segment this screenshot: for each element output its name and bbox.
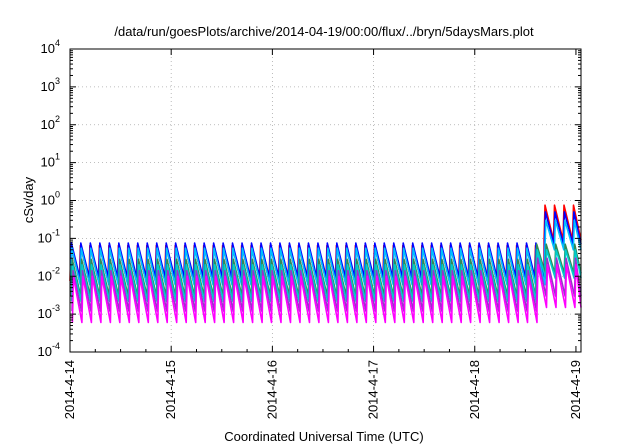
series-line <box>71 264 582 324</box>
y-tick-label: 10-3 <box>38 303 60 321</box>
y-tick-label-base: 10 <box>41 41 55 56</box>
x-tick-label: 2014-4-18 <box>467 360 482 419</box>
y-tick-label-base: 10 <box>38 268 52 283</box>
y-tick-label: 100 <box>41 190 60 208</box>
x-axis-label: Coordinated Universal Time (UTC) <box>224 429 423 444</box>
y-tick-label-exponent: 3 <box>55 76 60 86</box>
y-tick-label: 102 <box>41 114 60 132</box>
x-tick-label: 2014-4-14 <box>62 360 77 419</box>
y-tick-label-exponent: 1 <box>55 152 60 162</box>
y-tick-label-base: 10 <box>41 117 55 132</box>
y-tick-label-base: 10 <box>38 306 52 321</box>
y-tick-label-exponent: -2 <box>52 265 60 275</box>
x-tick-label: 2014-4-16 <box>264 360 279 419</box>
x-tick-label: 2014-4-15 <box>163 360 178 419</box>
y-tick-label: 10-2 <box>38 265 60 283</box>
y-tick-label-base: 10 <box>41 193 55 208</box>
y-tick-label: 103 <box>41 76 60 94</box>
y-tick-label-base: 10 <box>38 230 52 245</box>
x-tick-label: 2014-4-19 <box>568 360 583 419</box>
series-group <box>69 204 582 324</box>
y-tick-label-exponent: -1 <box>52 227 60 237</box>
y-tick-label-exponent: -3 <box>52 303 60 313</box>
y-tick-label-exponent: 0 <box>55 190 60 200</box>
y-tick-label-exponent: 2 <box>55 114 60 124</box>
y-tick-label: 104 <box>41 38 60 56</box>
y-tick-label-base: 10 <box>41 79 55 94</box>
y-tick-label: 10-1 <box>38 227 60 245</box>
chart-title: /data/run/goesPlots/archive/2014-04-19/0… <box>114 24 534 39</box>
x-axis: 2014-4-14 2014-4-15 2014-4-16 2014-4-17 2014… <box>62 49 583 419</box>
y-tick-label-exponent: -4 <box>52 341 60 351</box>
y-axis-label: cSv/day <box>21 176 36 223</box>
y-tick-label: 10-4 <box>38 341 60 359</box>
y-tick-label-exponent: 4 <box>55 38 60 48</box>
y-tick-label-base: 10 <box>41 155 55 170</box>
y-tick-label: 101 <box>41 152 60 170</box>
y-tick-label-base: 10 <box>38 344 52 359</box>
x-tick-label: 2014-4-17 <box>366 360 381 419</box>
